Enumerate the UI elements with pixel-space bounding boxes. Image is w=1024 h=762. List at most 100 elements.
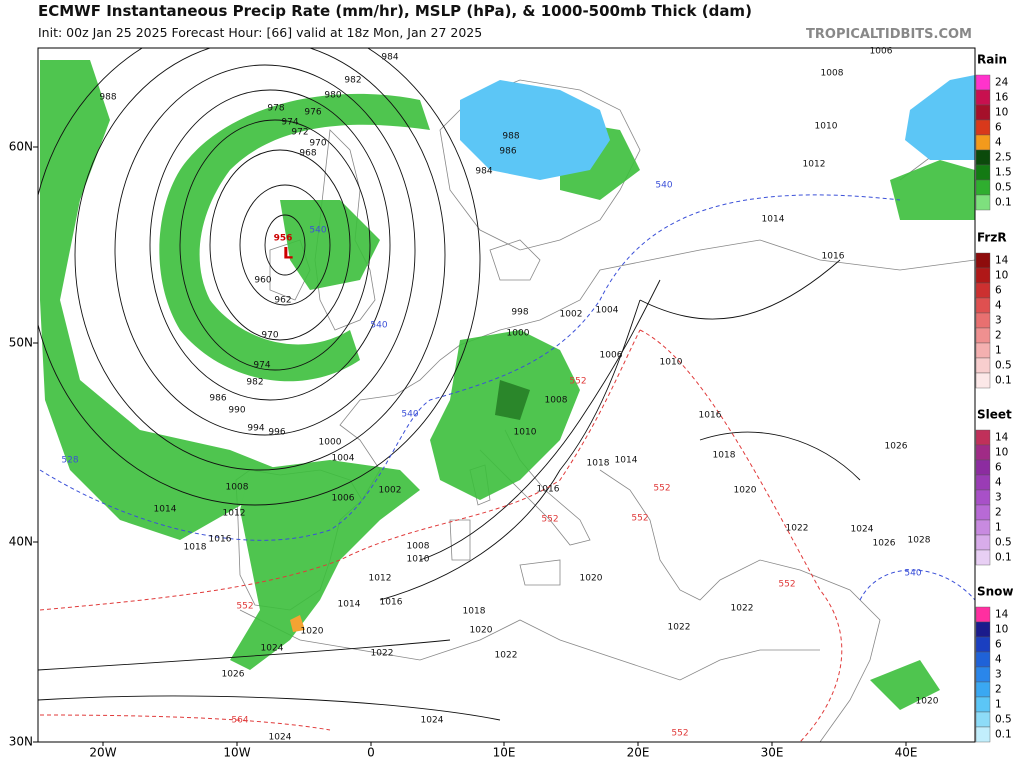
legend-swatch — [975, 342, 991, 359]
isobar-label: 980 — [324, 91, 341, 101]
legend-swatch — [975, 621, 991, 638]
legend-label: 4 — [995, 137, 1002, 149]
legend-swatch — [975, 327, 991, 344]
thickness-label: 564 — [231, 716, 248, 726]
legend-label: 2 — [995, 507, 1002, 519]
thickness-label: 552 — [778, 580, 795, 590]
isobar-label: 1022 — [668, 623, 691, 633]
thickness-label: 528 — [61, 456, 78, 466]
legend-label: 2 — [995, 684, 1002, 696]
legend-label: 6 — [995, 122, 1002, 134]
legend-label: 24 — [995, 77, 1009, 89]
isobar-label: 962 — [274, 296, 291, 306]
isobar-label: 1016 — [699, 411, 722, 421]
isobar-label: 1014 — [154, 505, 177, 515]
legend-label: 10 — [995, 624, 1008, 636]
thickness-label: 540 — [401, 410, 418, 420]
legend-swatch — [975, 444, 991, 461]
thickness-label: 552 — [631, 514, 648, 524]
isobar-label: 1010 — [514, 428, 537, 438]
legend-swatch — [975, 164, 991, 181]
legend-swatch — [975, 681, 991, 698]
lat-label: 40N — [9, 535, 33, 549]
isobar-label: 1006 — [870, 47, 893, 57]
isobar-label: 1014 — [338, 600, 361, 610]
legend-label: 1 — [995, 522, 1002, 534]
isobar-label: 1018 — [713, 451, 736, 461]
thickness-label: 552 — [653, 484, 670, 494]
low-pressure-value: 956 — [274, 234, 293, 244]
legend-swatch — [975, 357, 991, 374]
lon-label: 20E — [627, 746, 650, 760]
isobar-label: 970 — [309, 139, 326, 149]
lon-label: 30E — [761, 746, 784, 760]
isobar-label: 1022 — [731, 604, 754, 614]
isobar-label: 1026 — [885, 442, 908, 452]
isobar-label: 1020 — [580, 574, 603, 584]
legend-swatch — [975, 459, 991, 476]
watermark: TROPICALTIDBITS.COM — [806, 27, 972, 42]
isobar-label: 960 — [254, 276, 271, 286]
isobar-label: 984 — [381, 53, 398, 63]
map-title: ECMWF Instantaneous Precip Rate (mm/hr),… — [38, 2, 752, 20]
isobar-label: 974 — [253, 361, 270, 371]
legend-label: 4 — [995, 300, 1002, 312]
isobar-label: 1004 — [332, 454, 355, 464]
isobar-label: 1008 — [545, 396, 568, 406]
isobar-label: 1028 — [908, 536, 931, 546]
legend-label: 0.5 — [995, 714, 1012, 726]
isobar-label: 988 — [99, 93, 116, 103]
thickness-label: 552 — [236, 602, 253, 612]
isobar-label: 1008 — [821, 69, 844, 79]
legend-swatch — [975, 297, 991, 314]
isobar-label: 1018 — [184, 543, 207, 553]
isobar-label: 1002 — [560, 310, 583, 320]
legend-swatch — [975, 606, 991, 623]
isobars — [38, 48, 861, 721]
map-subtitle: Init: 00z Jan 25 2025 Forecast Hour: [66… — [38, 25, 483, 40]
isobar-label: 1006 — [332, 494, 355, 504]
isobar-label: 988 — [502, 132, 519, 142]
legend-title: Rain — [977, 53, 1007, 67]
isobar-label: 1010 — [660, 358, 683, 368]
isobar-label: 1002 — [379, 486, 402, 496]
legend-label: 10 — [995, 270, 1008, 282]
legend-title: Snow — [977, 585, 1014, 599]
legend-label: 0.5 — [995, 182, 1012, 194]
legend-swatch — [975, 252, 991, 269]
isobar-label: 990 — [228, 406, 245, 416]
isobar-label: 986 — [499, 147, 516, 157]
thickness-label: 552 — [541, 515, 558, 525]
isobar-label: 1008 — [407, 542, 430, 552]
isobar-label: 1012 — [223, 509, 246, 519]
legend-title: FrzR — [977, 231, 1007, 245]
isobar-label: 1024 — [851, 525, 874, 535]
isobar-label: 982 — [246, 378, 263, 388]
legend-swatch — [975, 429, 991, 446]
thickness-label: 540 — [370, 321, 387, 331]
thickness-label: 540 — [655, 181, 672, 191]
isobar-label: 1014 — [615, 456, 638, 466]
legend-swatch — [975, 651, 991, 668]
legend-swatch — [975, 194, 991, 211]
legend-label: 4 — [995, 654, 1002, 666]
legend-swatch — [975, 282, 991, 299]
lon-label: 10E — [493, 746, 516, 760]
legend-title: Sleet — [977, 408, 1012, 422]
legend-swatch — [975, 504, 991, 521]
low-symbol: L — [283, 244, 293, 263]
legend-swatch — [975, 179, 991, 196]
legend-label: 6 — [995, 462, 1002, 474]
legend-label: 10 — [995, 107, 1008, 119]
legend-swatch — [975, 696, 991, 713]
isobar-label: 1024 — [261, 644, 284, 654]
legend-swatch — [975, 119, 991, 136]
thickness-label: 540 — [904, 569, 921, 579]
legend-label: 1 — [995, 699, 1002, 711]
legend-label: 4 — [995, 477, 1002, 489]
legend-swatch — [975, 372, 991, 389]
map-area — [38, 48, 975, 742]
legend-label: 14 — [995, 255, 1009, 267]
